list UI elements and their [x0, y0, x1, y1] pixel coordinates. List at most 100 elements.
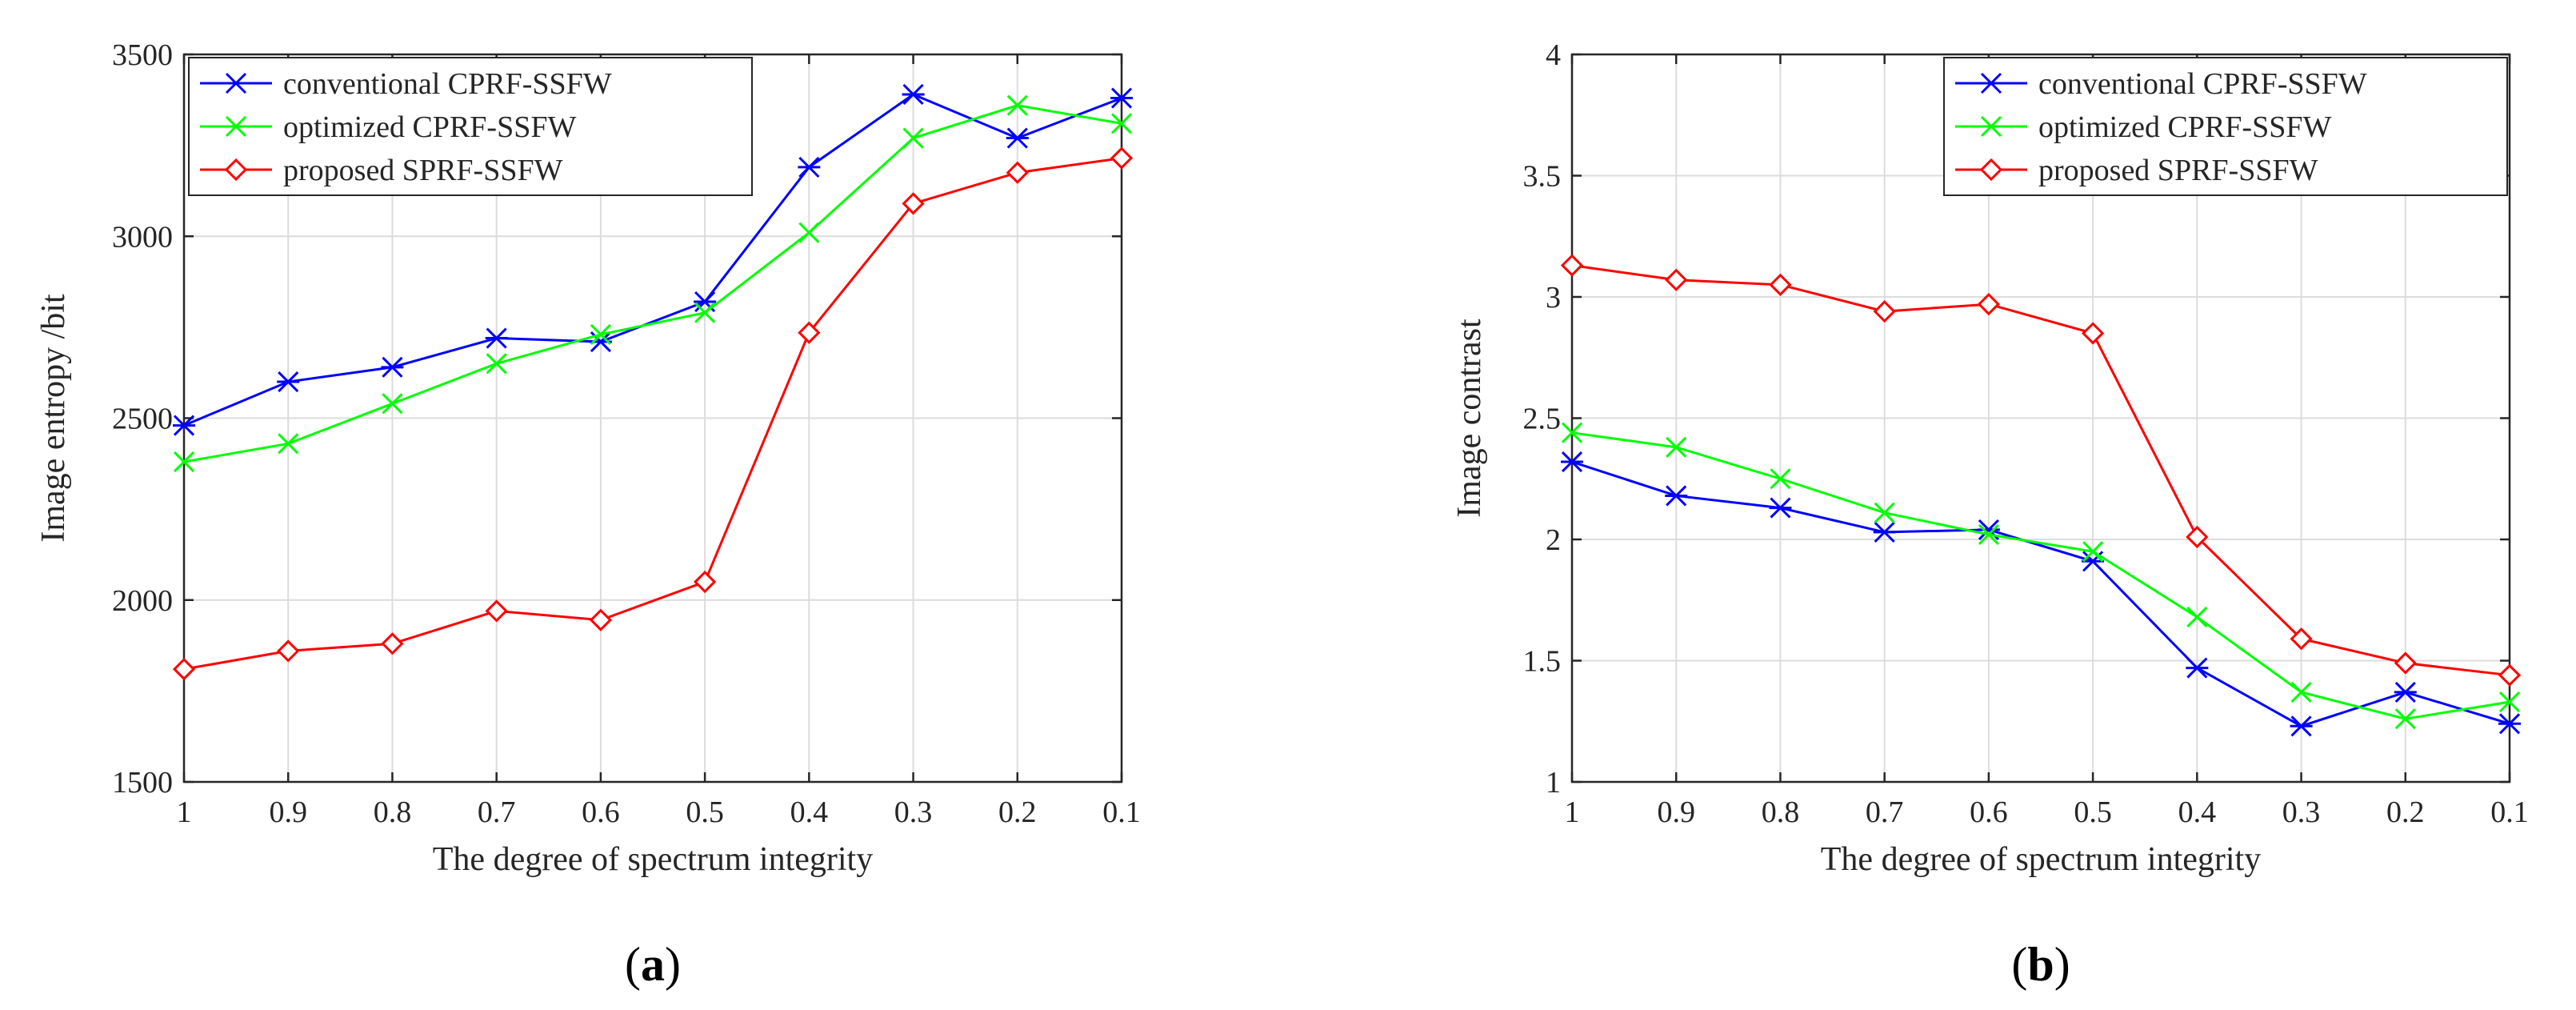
asterisk-marker [1561, 451, 1583, 473]
x-tick-label: 0.8 [374, 796, 412, 829]
asterisk-marker [1110, 87, 1133, 109]
panel-caption: (b) [2011, 938, 2070, 991]
legend-entry: conventional CPRF-SSFW [2038, 67, 2367, 101]
x-marker [2498, 691, 2521, 713]
x-marker [1006, 94, 1028, 116]
asterisk-marker [485, 327, 508, 349]
diamond-marker [1560, 254, 1584, 277]
diamond-marker [693, 570, 717, 594]
asterisk-marker [225, 72, 247, 94]
x-tick-label: 0.3 [2282, 796, 2321, 829]
diamond-marker [1977, 292, 2001, 316]
diamond-marker [2186, 525, 2209, 549]
asterisk-marker [2394, 681, 2417, 703]
y-tick-label: 4 [1546, 38, 1561, 72]
diamond-marker [1769, 273, 1792, 296]
diamond-marker [1873, 300, 1896, 323]
asterisk-marker [902, 83, 925, 106]
x-tick-label: 0.8 [1762, 796, 1800, 829]
x-marker [798, 222, 820, 243]
x-marker [590, 323, 611, 346]
chart-a: 1 0.9 0.8 0.7 0.6 0.5 0.4 0.3 0.2 0.1 1500 2000 2500… [35, 38, 1141, 991]
x-marker [2082, 541, 2104, 563]
x-tick-label: 1 [177, 796, 192, 829]
diamond-marker [2081, 322, 2105, 345]
x-marker [1980, 115, 2002, 138]
series-optimized [1561, 422, 2521, 730]
x-axis-label: The degree of spectrum integrity [1821, 841, 2261, 878]
x-tick-label: 0.4 [790, 796, 829, 829]
series-line [183, 157, 1122, 671]
x-tick-label: 0.5 [686, 796, 724, 829]
x-tick-label: 0.6 [582, 796, 620, 829]
diamond-marker [589, 608, 613, 631]
x-tick-label: 0.7 [1866, 796, 1904, 829]
x-tick-label: 0.1 [1102, 796, 1141, 829]
legend: conventional CPRF-SSFW optimized CPRF-SSF… [188, 57, 753, 196]
chart-b: 1 0.9 0.8 0.7 0.6 0.5 0.4 0.3 0.2 0.1 1 1.5 2 2.5 3 3.5… [1451, 38, 2529, 991]
asterisk-marker [1873, 521, 1896, 543]
y-tick-label: 2.5 [1523, 403, 1562, 436]
legend-entry: proposed SPRF-SSFW [2038, 154, 2318, 187]
diamond-marker [902, 192, 925, 215]
asterisk-marker [2290, 715, 2313, 737]
series-optimized [173, 94, 1133, 473]
y-axis-label: Image entropy /bit [35, 294, 72, 543]
asterisk-marker [2186, 657, 2209, 679]
x-tick-label: 0.3 [894, 796, 933, 829]
x-tick-label: 0.7 [478, 796, 516, 829]
series-line [1571, 264, 2510, 677]
diamond-marker [2394, 651, 2417, 675]
y-tick-label: 2 [1546, 523, 1561, 557]
asterisk-marker [1665, 485, 1688, 507]
x-tick-label: 0.9 [269, 796, 307, 829]
y-tick-label: 3 [1546, 281, 1561, 315]
x-marker [1561, 422, 1583, 443]
series-line [1571, 431, 2510, 720]
diamond-marker [1006, 161, 1029, 184]
y-tick-label: 1.5 [1523, 645, 1562, 679]
x-tick-label: 0.6 [1970, 796, 2008, 829]
legend-box [188, 57, 753, 196]
diamond-marker [1110, 146, 1134, 170]
y-tick-label: 1500 [112, 766, 173, 800]
diamond-marker [224, 158, 248, 182]
x-marker [2290, 681, 2312, 703]
x-tick-label: 0.5 [2074, 796, 2112, 829]
series-line [183, 93, 1122, 427]
x-marker [2186, 606, 2208, 628]
diamond-marker [2498, 663, 2522, 687]
x-tick-label: 0.2 [2386, 796, 2425, 829]
x-tick-label: 0.2 [998, 796, 1037, 829]
x-marker [486, 353, 507, 375]
diamond-marker [798, 321, 821, 344]
y-tick-label: 3500 [112, 38, 173, 72]
asterisk-marker [277, 371, 300, 393]
asterisk-marker [1769, 497, 1792, 519]
diamond-marker [1979, 158, 2003, 182]
x-tick-label: 0.1 [2490, 796, 2529, 829]
x-marker [1978, 523, 1999, 546]
y-axis-label: Image contrast [1451, 319, 1488, 518]
y-tick-label: 2500 [112, 403, 173, 436]
diamond-marker [485, 599, 508, 623]
x-marker [694, 302, 716, 323]
legend-entry: optimized CPRF-SSFW [283, 110, 576, 144]
x-marker [1874, 502, 1895, 523]
legend-entry: conventional CPRF-SSFW [283, 67, 612, 101]
diamond-marker [381, 632, 404, 655]
y-tick-label: 3000 [112, 220, 173, 254]
legend-box [1943, 57, 2508, 196]
x-marker [225, 115, 247, 138]
y-tick-label: 3.5 [1523, 160, 1562, 194]
x-tick-label: 1 [1565, 796, 1580, 829]
x-marker [173, 451, 195, 473]
y-tick-label: 2000 [112, 584, 173, 618]
x-marker [1666, 436, 1687, 458]
x-tick-label: 0.9 [1657, 796, 1695, 829]
series-proposed [1560, 254, 2522, 687]
legend: conventional CPRF-SSFW optimized CPRF-SSF… [1943, 57, 2508, 196]
series-proposed [172, 146, 1134, 681]
x-marker [2394, 708, 2416, 730]
